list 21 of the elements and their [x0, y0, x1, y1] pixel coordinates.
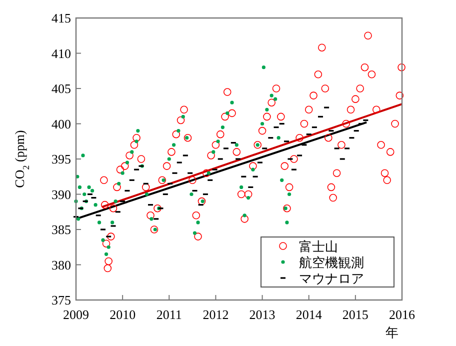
x-axis-title: 年: [386, 325, 398, 340]
y-tick-label: 415: [52, 10, 71, 26]
x-tick-label: 2009: [63, 307, 89, 322]
x-tick-label: 2016: [389, 307, 416, 322]
x-tick-label: 2011: [156, 307, 182, 322]
x-tick-label: 2010: [110, 307, 136, 322]
x-tick-label: 2015: [342, 307, 368, 322]
x-tick-label: 2014: [296, 307, 322, 322]
y-tick-label: 380: [52, 257, 71, 272]
legend-label: 航空機観測: [299, 255, 364, 270]
y-tick-label: 390: [52, 186, 71, 202]
x-tick-label: 2012: [202, 307, 229, 322]
x-tick-label: 2013: [249, 307, 276, 322]
y-tick-label: 400: [52, 116, 71, 132]
legend-label: マウナロア: [299, 271, 364, 286]
legend-label: 富士山: [299, 239, 338, 254]
y-tick-label: 395: [52, 152, 71, 166]
y-tick-label: 405: [52, 81, 71, 96]
y-tick-label: 410: [52, 46, 71, 61]
y-tick-label: 375: [52, 292, 71, 308]
y-tick-label: 385: [52, 222, 71, 237]
